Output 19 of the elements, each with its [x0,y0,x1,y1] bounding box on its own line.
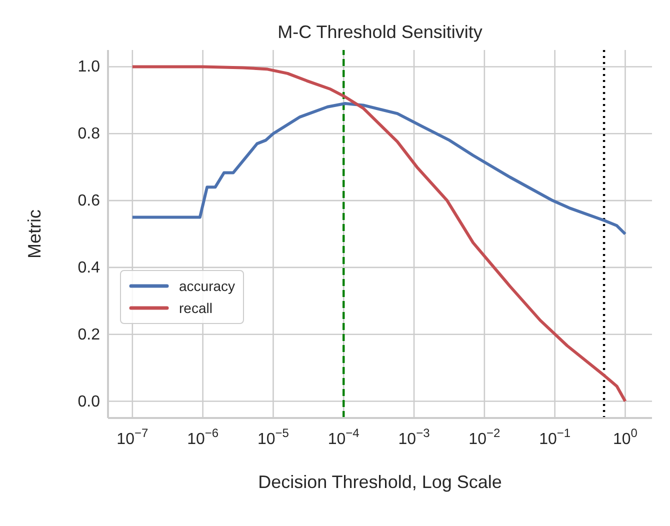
y-tick-label: 0.4 [78,259,100,276]
y-tick-label: 1.0 [78,58,100,76]
x-tick-label: 10$^{−4}$ [328,426,360,448]
x-tick-label: 10$^{−5}$ [257,426,290,448]
chart-title: M-C Threshold Sensitivity [276,22,484,43]
y-tick-label: 0.0 [78,393,100,410]
x-tick-label: 10$^{0}$ [612,426,638,448]
x-tick-label: 10$^{−3}$ [398,426,430,448]
y-tick-label: 0.8 [78,126,100,143]
x-tick-label: 10$^{−1}$ [539,426,571,448]
x-axis-title: Decision Threshold, Log Scale [258,472,502,492]
y-axis-title: Metric [24,210,44,258]
y-tick-label: 0.2 [78,326,100,344]
y-tick-label: 0.6 [78,192,100,210]
legend-label: recall [179,299,212,318]
x-tick-label: 10$^{−7}$ [116,426,148,448]
x-tick-label: 10$^{−2}$ [468,426,500,448]
x-tick-label: 10$^{−6}$ [187,426,219,448]
legend-label: accuracy [179,277,236,296]
